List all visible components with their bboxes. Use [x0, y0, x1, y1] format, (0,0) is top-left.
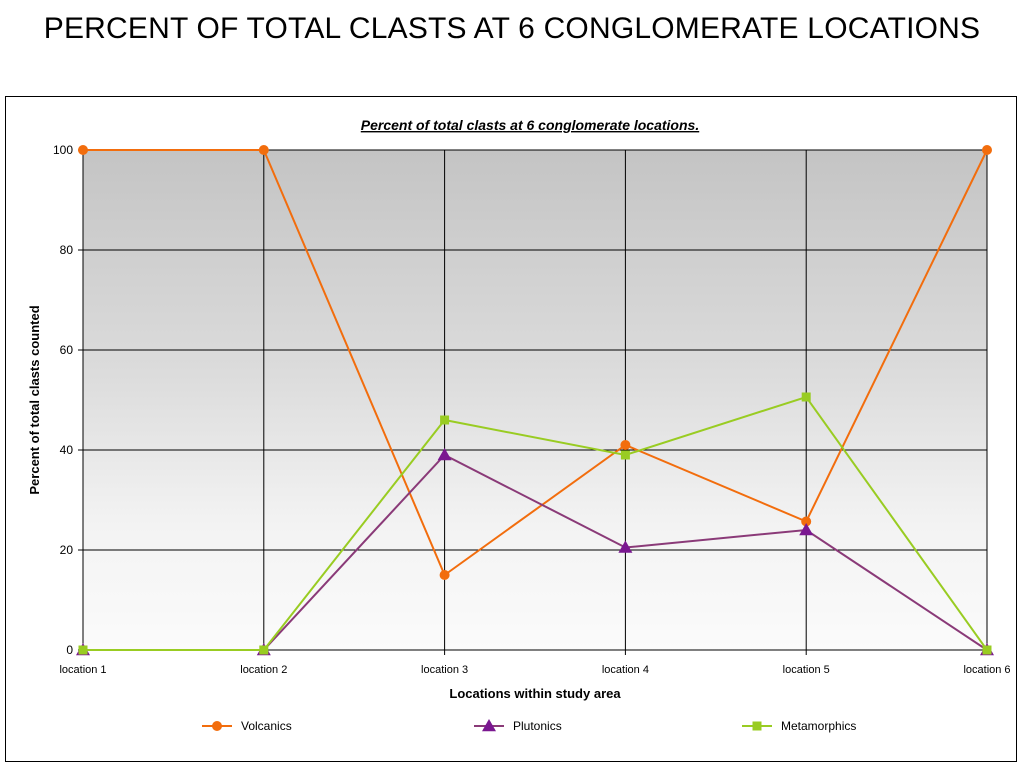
data-point-volcanics: [801, 516, 812, 527]
legend-item-metamorphics: Metamorphics: [742, 719, 856, 733]
slide-title: PERCENT OF TOTAL CLASTS AT 6 CONGLOMERAT…: [43, 12, 981, 45]
x-tick-label: location 2: [240, 664, 287, 676]
x-tick-label: location 6: [963, 664, 1010, 676]
x-tick-label: location 1: [59, 664, 106, 676]
data-point-volcanics: [78, 145, 88, 155]
data-point-metamorphics: [440, 415, 450, 425]
data-point-metamorphics: [620, 450, 630, 460]
y-tick-label: 40: [60, 443, 74, 457]
legend: Volcanics Plutonics Metamorphics: [202, 719, 856, 733]
legend-label-plutonics: Plutonics: [513, 719, 562, 733]
y-axis-label: Percent of total clasts counted: [27, 305, 42, 494]
y-tick-label: 100: [53, 143, 73, 157]
data-point-metamorphics: [801, 392, 811, 402]
chart-frame: Percent of total clasts at 6 conglomerat…: [5, 96, 1017, 762]
series-line-metamorphics: [83, 395, 988, 651]
data-point-plutonics: [437, 448, 452, 461]
data-point-volcanics: [982, 145, 992, 155]
legend-marker-plutonics: [482, 719, 496, 732]
legend-item-plutonics: Plutonics: [474, 719, 562, 733]
data-point-plutonics: [799, 523, 814, 536]
legend-marker-volcanics: [212, 721, 222, 731]
y-tick-label: 20: [60, 543, 74, 557]
series-metamorphics: [78, 392, 992, 655]
legend-label-volcanics: Volcanics: [241, 719, 292, 733]
data-point-metamorphics: [78, 645, 88, 655]
data-point-plutonics: [618, 540, 633, 553]
x-tick-label: location 4: [602, 664, 649, 676]
data-point-volcanics: [620, 440, 631, 450]
line-chart: Percent of total clasts at 6 conglomerat…: [27, 117, 1011, 733]
x-axis-label: Locations within study area: [449, 686, 621, 701]
legend-label-metamorphics: Metamorphics: [781, 719, 856, 733]
legend-item-volcanics: Volcanics: [202, 719, 292, 733]
data-point-volcanics: [258, 145, 269, 155]
series-volcanics: [78, 145, 992, 580]
x-tick-label: location 3: [421, 664, 468, 676]
x-tick-label: location 5: [783, 664, 830, 676]
data-point-metamorphics: [259, 645, 269, 655]
series-line-volcanics: [83, 149, 988, 577]
legend-marker-metamorphics: [752, 721, 762, 731]
y-tick-label: 0: [66, 643, 73, 657]
data-point-volcanics: [439, 570, 450, 580]
data-point-metamorphics: [982, 645, 992, 655]
y-tick-label: 80: [60, 243, 74, 257]
plot-area: [83, 150, 987, 650]
y-tick-label: 60: [60, 343, 74, 357]
chart-title: Percent of total clasts at 6 conglomerat…: [361, 117, 699, 133]
